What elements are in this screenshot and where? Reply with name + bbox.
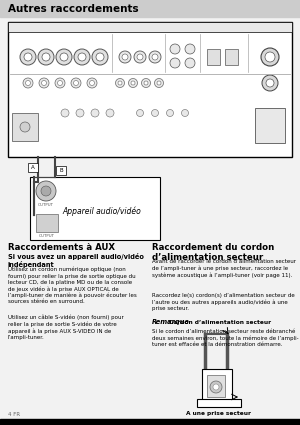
Circle shape [167, 110, 173, 116]
Circle shape [74, 49, 90, 65]
Text: Si vous avez un appareil audio/vidéo
indépendant: Si vous avez un appareil audio/vidéo ind… [8, 253, 144, 269]
Circle shape [74, 80, 79, 85]
Bar [8, 22, 292, 32]
Text: Raccordez le(s) cordon(s) d’alimentation secteur de
l’autre ou des autres appare: Raccordez le(s) cordon(s) d’alimentation… [152, 293, 295, 311]
Circle shape [185, 44, 195, 54]
Bar [0, 0, 300, 17]
Circle shape [137, 54, 143, 60]
Bar [30, 177, 160, 240]
Bar [8, 22, 292, 157]
Text: OUTPUT: OUTPUT [39, 234, 55, 238]
Circle shape [210, 381, 222, 393]
Circle shape [182, 110, 188, 116]
Circle shape [136, 110, 143, 116]
Circle shape [266, 79, 274, 87]
Circle shape [36, 181, 56, 201]
Text: A une prise secteur: A une prise secteur [185, 411, 250, 416]
Text: Avant de raccorder le cordon d’alimentation secteur
de l’ampli-tuner à une prise: Avant de raccorder le cordon d’alimentat… [152, 259, 296, 278]
Text: Utilisez un câble S-vidéo (non fourni) pour
relier la prise de sortie S-vidéo de: Utilisez un câble S-vidéo (non fourni) p… [8, 315, 124, 340]
Circle shape [42, 53, 50, 61]
Circle shape [149, 51, 161, 63]
Circle shape [26, 80, 31, 85]
Bar [207, 49, 220, 65]
Circle shape [170, 44, 180, 54]
Circle shape [144, 81, 148, 85]
Circle shape [262, 75, 278, 91]
Text: A: A [31, 165, 35, 170]
Bar [197, 399, 241, 407]
Circle shape [89, 80, 94, 85]
Circle shape [61, 109, 69, 117]
Circle shape [20, 122, 30, 132]
Text: Raccordements à AUX: Raccordements à AUX [8, 243, 115, 252]
Circle shape [128, 79, 137, 88]
Circle shape [154, 79, 164, 88]
Text: Appareil audio/vidéo: Appareil audio/vidéo [62, 207, 141, 216]
Circle shape [91, 109, 99, 117]
Text: Utilisez un cordon numérique optique (non
fourni) pour relier la prise de sortie: Utilisez un cordon numérique optique (no… [8, 267, 137, 304]
Bar [0, 419, 300, 425]
Circle shape [23, 78, 33, 88]
Circle shape [106, 109, 114, 117]
Circle shape [116, 79, 124, 88]
Circle shape [142, 79, 151, 88]
Circle shape [56, 49, 72, 65]
Circle shape [39, 78, 49, 88]
Text: Remarque: Remarque [152, 319, 190, 325]
Text: B: B [59, 168, 63, 173]
Circle shape [157, 81, 161, 85]
Bar [12, 113, 38, 141]
Text: 4 FR: 4 FR [8, 412, 20, 417]
Circle shape [20, 49, 36, 65]
Circle shape [131, 81, 135, 85]
Circle shape [92, 49, 108, 65]
Circle shape [96, 53, 104, 61]
Circle shape [58, 80, 62, 85]
Bar [202, 369, 232, 401]
Text: Si le cordon d’alimentation secteur reste débranché
deux semaines environ, toute: Si le cordon d’alimentation secteur rest… [152, 329, 298, 347]
Bar [56, 166, 66, 175]
Circle shape [41, 186, 51, 196]
Circle shape [60, 53, 68, 61]
Circle shape [213, 384, 219, 390]
Circle shape [185, 58, 195, 68]
Bar [36, 214, 58, 232]
Circle shape [24, 53, 32, 61]
Text: Autres raccordements: Autres raccordements [8, 3, 139, 14]
Circle shape [118, 81, 122, 85]
Circle shape [71, 78, 81, 88]
Circle shape [152, 54, 158, 60]
Circle shape [55, 78, 65, 88]
Text: Raccordement du cordon
d’alimentation secteur: Raccordement du cordon d’alimentation se… [152, 243, 274, 262]
Circle shape [134, 51, 146, 63]
Circle shape [122, 54, 128, 60]
Circle shape [119, 51, 131, 63]
Bar [225, 49, 238, 65]
Circle shape [78, 53, 86, 61]
Circle shape [152, 110, 158, 116]
Circle shape [261, 48, 279, 66]
Bar [28, 163, 38, 172]
Bar [207, 375, 225, 397]
Circle shape [170, 58, 180, 68]
Circle shape [76, 109, 84, 117]
Circle shape [41, 80, 46, 85]
Text: Cordon d’alimentation secteur: Cordon d’alimentation secteur [169, 320, 271, 325]
Circle shape [38, 49, 54, 65]
Circle shape [265, 52, 275, 62]
Bar [255, 108, 285, 143]
Circle shape [87, 78, 97, 88]
Text: OUTPUT: OUTPUT [38, 203, 54, 207]
